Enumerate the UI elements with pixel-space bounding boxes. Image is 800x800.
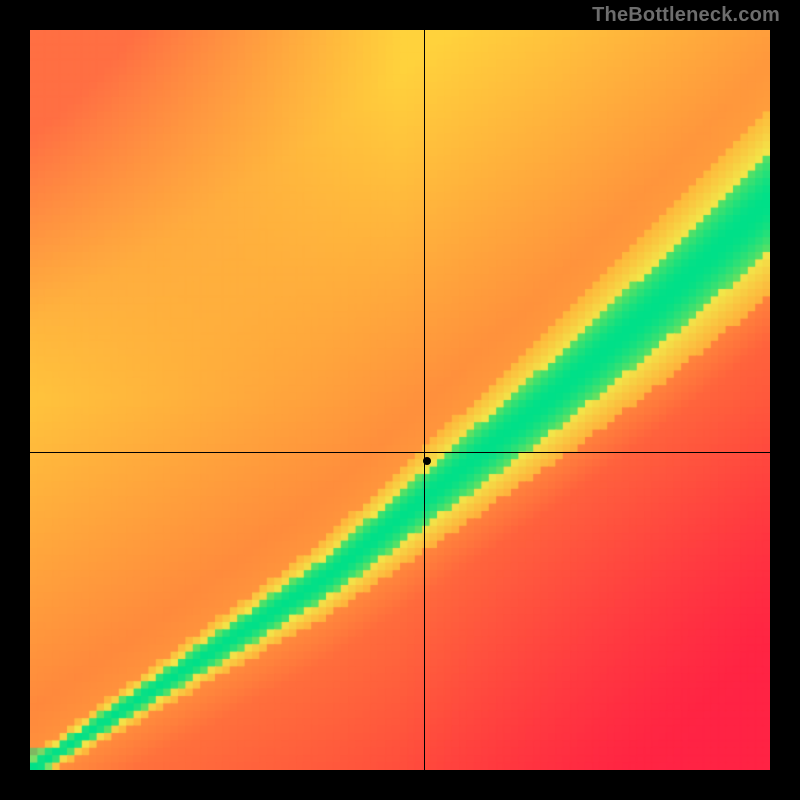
heatmap-plot — [30, 30, 770, 770]
crosshair-vertical — [424, 30, 425, 770]
selection-marker — [423, 457, 431, 465]
heatmap-canvas — [30, 30, 770, 770]
watermark-text: TheBottleneck.com — [592, 4, 780, 27]
crosshair-horizontal — [30, 452, 770, 453]
